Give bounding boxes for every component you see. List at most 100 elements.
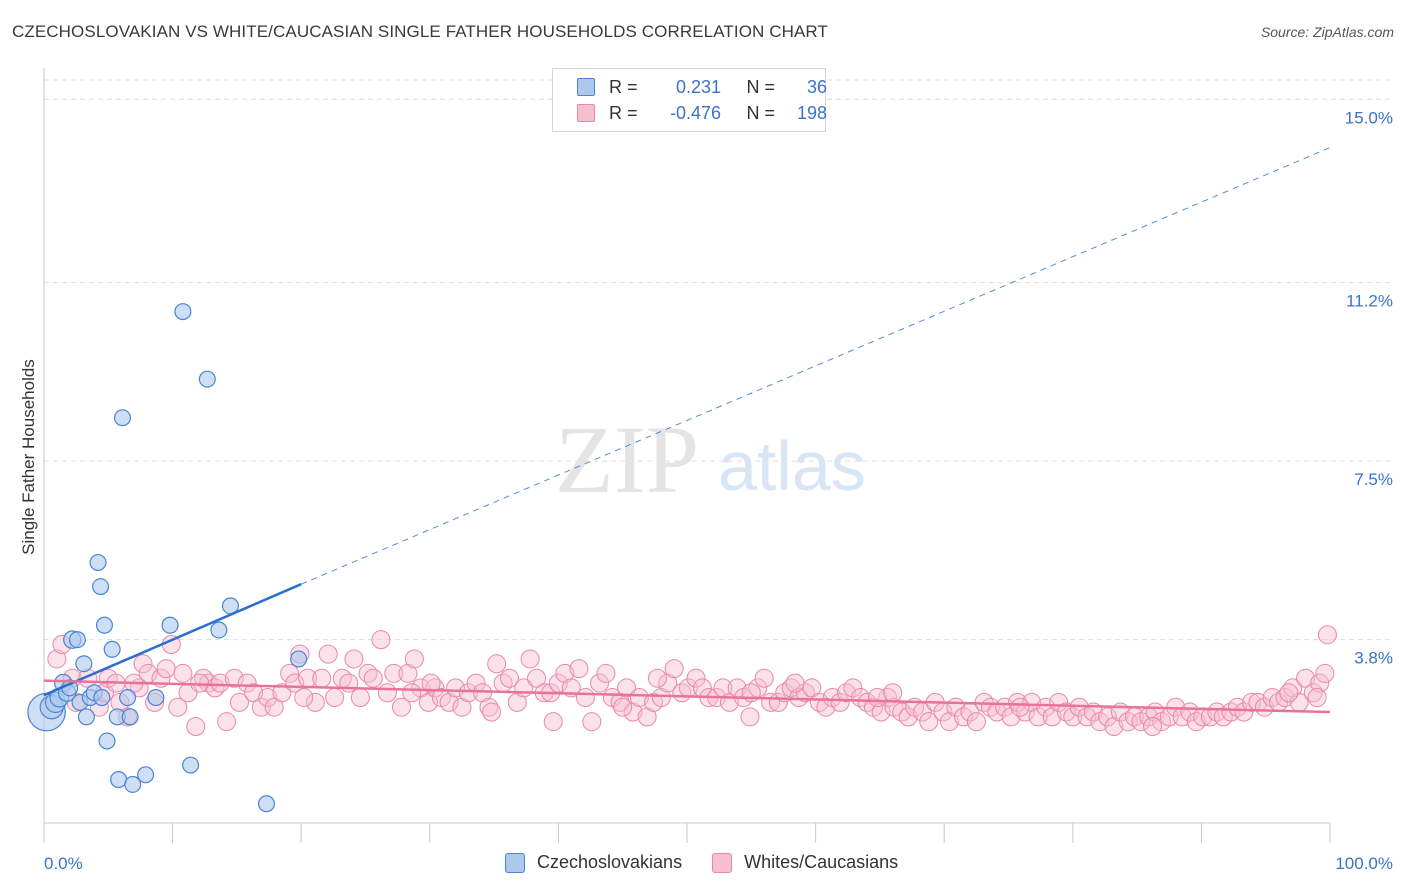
whites-point [500, 668, 520, 688]
whites-point [305, 692, 325, 712]
pink-swatch-icon [712, 852, 733, 873]
whites-point [479, 697, 499, 717]
czechoslovakian-point [103, 640, 121, 658]
whites-point [1104, 717, 1124, 737]
whites-points [47, 625, 1337, 737]
legend-label: Whites/Caucasians [744, 852, 899, 872]
grid-lines [44, 79, 1392, 641]
czechoslovakian-point [198, 370, 216, 388]
whites-point [809, 692, 829, 712]
czechoslovakian-point [75, 655, 93, 673]
whites-point [173, 663, 193, 683]
x-tick-label-max: 100.0% [1335, 854, 1393, 873]
whites-point [318, 644, 338, 664]
r-label: R = [609, 102, 638, 123]
whites-point [1315, 663, 1335, 683]
source-label: Source: ZipAtlas.com [1260, 24, 1394, 40]
czechoslovakian-point [113, 409, 131, 427]
whites-point [371, 630, 391, 650]
whites-point [1227, 697, 1247, 717]
whites-point [452, 697, 472, 717]
whites-point [1317, 625, 1337, 645]
whites-point [1310, 673, 1330, 693]
watermark: ZIP atlas [555, 406, 866, 513]
whites-point [851, 688, 871, 708]
whites-point [995, 697, 1015, 717]
whites-point [1077, 707, 1097, 727]
whites-point [789, 688, 809, 708]
whites-trend-line [43, 679, 1331, 714]
czechoslovakian-point [124, 775, 142, 793]
whites-point [1008, 692, 1028, 712]
whites-point [272, 683, 292, 703]
whites-point [392, 697, 412, 717]
czechoslovakian-point [257, 795, 275, 813]
czechoslovakian-trend-line [43, 583, 302, 697]
legend-label: Czechoslovakians [537, 852, 683, 872]
whites-point [186, 717, 206, 737]
chart-title: CZECHOSLOVAKIAN VS WHITE/CAUCASIAN SINGL… [12, 22, 828, 41]
czechoslovakian-point [119, 689, 137, 707]
whites-point [830, 692, 850, 712]
whites-point [892, 702, 912, 722]
czechoslovakian-point [95, 616, 113, 634]
czechoslovakian-point [161, 616, 179, 634]
tick-labels: 3.8% 7.5% 11.2% 15.0% 0.0% 100.0% [44, 108, 1393, 873]
whites-point [795, 683, 815, 703]
n-value: 198 [796, 102, 827, 123]
whites-point [1234, 702, 1254, 722]
watermark-zip: ZIP [555, 406, 699, 513]
whites-point [1242, 692, 1262, 712]
whites-point [312, 668, 332, 688]
whites-point [421, 673, 441, 693]
legend-item-whites: Whites/Caucasians [712, 852, 898, 873]
n-label: N = [746, 102, 775, 123]
whites-point [1042, 707, 1062, 727]
whites-point [1207, 702, 1227, 722]
y-tick-label: 11.2% [1346, 292, 1393, 311]
whites-point [623, 702, 643, 722]
whites-point [637, 707, 657, 727]
whites-point [168, 697, 188, 717]
whites-point [1028, 707, 1048, 727]
whites-point [1056, 702, 1076, 722]
whites-point [439, 692, 459, 712]
whites-point [569, 659, 589, 679]
whites-point [156, 659, 176, 679]
whites-point [224, 668, 244, 688]
czechoslovakian-point [121, 708, 139, 726]
whites-point [610, 692, 630, 712]
whites-point [377, 683, 397, 703]
whites-point [651, 688, 671, 708]
whites-point [325, 688, 345, 708]
whites-point [836, 683, 856, 703]
whites-point [590, 673, 610, 693]
whites-point [785, 673, 805, 693]
n-label: N = [746, 76, 775, 97]
czechoslovakian-point [147, 689, 165, 707]
whites-point [966, 712, 986, 732]
whites-point [458, 683, 478, 703]
whites-point [487, 654, 507, 674]
whites-point [575, 688, 595, 708]
whites-point [344, 649, 364, 669]
whites-point [1279, 683, 1299, 703]
whites-point [229, 692, 249, 712]
whites-point [953, 707, 973, 727]
blue-swatch-icon [577, 78, 595, 96]
x-tick-label-min: 0.0% [44, 854, 83, 873]
whites-point [857, 692, 877, 712]
whites-point [843, 678, 863, 698]
whites-point [520, 649, 540, 669]
whites-point [816, 697, 836, 717]
whites-point [210, 673, 230, 693]
czechoslovakian-points [27, 303, 308, 813]
whites-point [555, 663, 575, 683]
whites-point [939, 712, 959, 732]
whites-point [596, 663, 616, 683]
whites-point [1036, 697, 1056, 717]
series-legend: Czechoslovakians Whites/Caucasians [505, 852, 928, 873]
whites-point [47, 649, 67, 669]
whites-point [350, 688, 370, 708]
